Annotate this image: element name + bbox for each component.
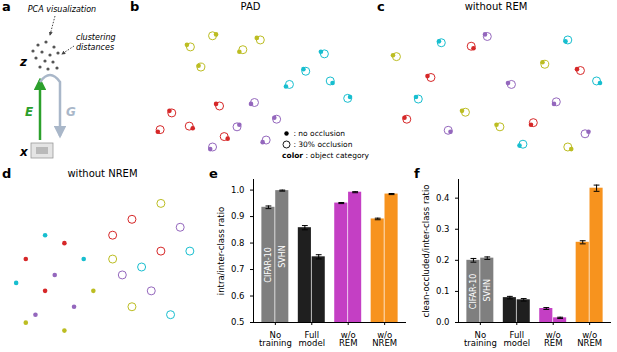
html-text:f: f [414,166,420,181]
html-text:e: e [209,166,218,181]
svg-text:0.1: 0.1 [436,286,450,296]
svg-text:0.5: 0.5 [231,317,245,327]
html-text:d: d [2,166,12,181]
html-text:b: b [130,0,140,14]
svg-text:0.6: 0.6 [231,291,245,301]
svg-text:0.3: 0.3 [436,224,450,234]
svg-text:w/oREM: w/oREM [339,330,358,349]
svg-text:Notraining: Notraining [464,330,497,349]
svg-text:0.0: 0.0 [436,317,450,327]
svg-text:G: G [66,105,76,119]
html-text:c: c [377,0,385,14]
svg-text:w/oNREM: w/oNREM [577,330,602,349]
svg-text:PCA visualization: PCA visualization [28,5,96,14]
svg-text:CIFAR-10: CIFAR-10 [469,274,478,310]
html-text:a: a [2,0,11,14]
html-text:without NREM: without NREM [67,168,138,179]
svg-text:0.9: 0.9 [231,211,245,221]
svg-text:x: x [19,145,29,159]
svg-text:Fullmodel: Fullmodel [504,330,530,349]
svg-text:1.0: 1.0 [231,185,245,195]
svg-text:SVHN: SVHN [483,279,492,302]
svg-text:w/oREM: w/oREM [544,330,563,349]
svg-text:E: E [25,105,34,119]
svg-text:CIFAR-10: CIFAR-10 [264,247,273,283]
html-text:without REM: without REM [464,1,528,12]
svg-text:clean-occluded/inter-class rat: clean-occluded/inter-class ratio [421,185,431,318]
svg-text:Fullmodel: Fullmodel [299,330,325,349]
svg-text:intra/inter-class ratio: intra/inter-class ratio [216,207,226,295]
html-text:: 30% occlusion: : 30% occlusion [291,140,353,149]
html-text:: no occlusion: : no occlusion [291,129,346,138]
svg-text:SVHN: SVHN [278,245,287,268]
svg-text:0.7: 0.7 [231,264,245,274]
svg-text:clusteringdistances: clusteringdistances [76,33,116,52]
svg-text:0.4: 0.4 [436,193,450,203]
html-text:PAD: PAD [240,1,261,12]
svg-text:z: z [19,55,28,69]
svg-text:0.2: 0.2 [436,255,450,265]
svg-text:0.8: 0.8 [231,238,245,248]
svg-text:Notraining: Notraining [259,330,292,349]
svg-text:w/oNREM: w/oNREM [372,330,397,349]
html-text:color: object category: color: object category [282,151,369,160]
